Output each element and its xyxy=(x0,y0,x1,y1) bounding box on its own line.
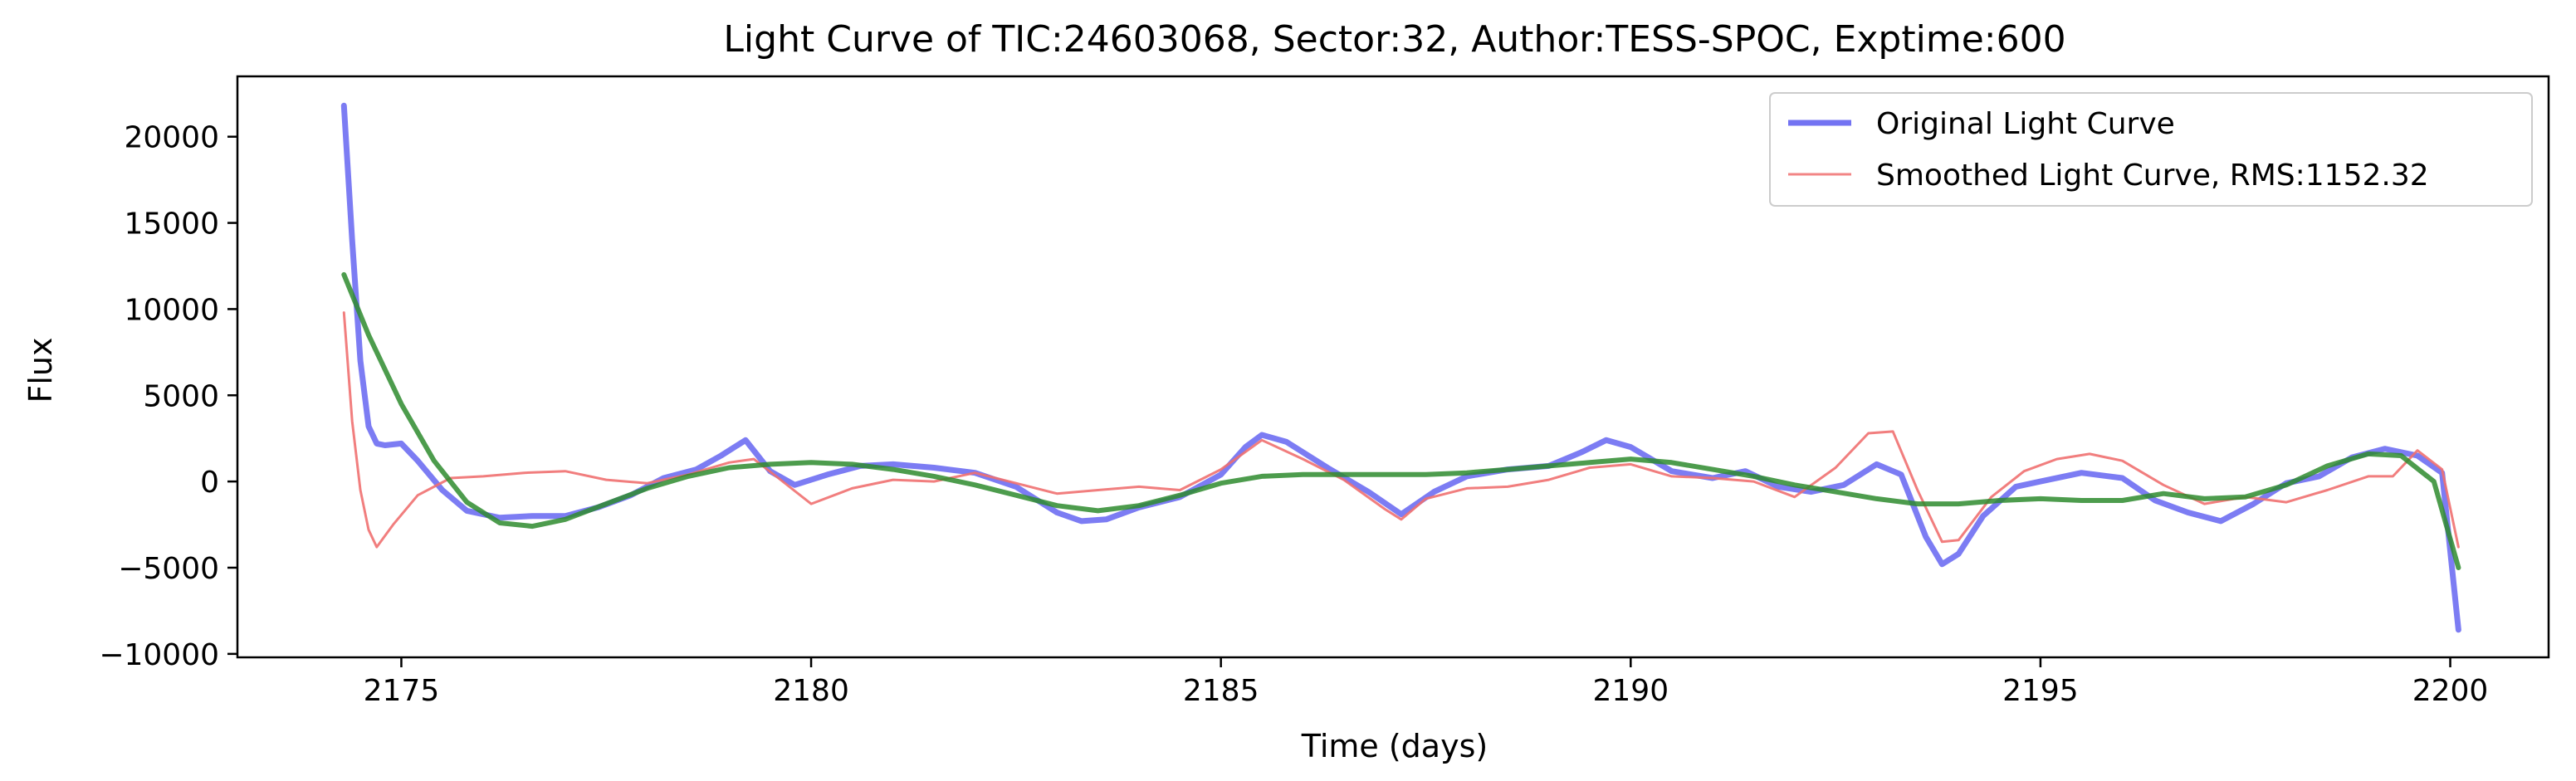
chart-title: Light Curve of TIC:24603068, Sector:32, … xyxy=(723,18,2065,61)
y-tick-label: 10000 xyxy=(124,293,219,327)
legend-label: Original Light Curve xyxy=(1876,107,2175,141)
legend-box xyxy=(1769,92,2533,207)
y-tick-label: 5000 xyxy=(143,379,219,413)
x-tick-label: 2200 xyxy=(2412,674,2489,708)
y-tick-label: 0 xyxy=(200,466,219,500)
series-line-3 xyxy=(341,271,2461,570)
series-line-2 xyxy=(342,311,2460,549)
series-line-1 xyxy=(340,102,2461,633)
y-tick-label: −5000 xyxy=(118,552,219,586)
legend-label: Smoothed Light Curve, RMS:1152.32 xyxy=(1876,159,2429,193)
y-axis: −10000 −5000 0 5000 10000 15000 20000 xyxy=(99,121,237,672)
y-tick-label: 15000 xyxy=(124,207,219,242)
x-tick-label: 2180 xyxy=(773,674,849,708)
y-tick-label: 20000 xyxy=(124,121,219,155)
x-tick-label: 2185 xyxy=(1183,674,1259,708)
y-tick-label: −10000 xyxy=(99,638,219,672)
x-tick-label: 2195 xyxy=(2002,674,2079,708)
x-axis-label: Time (days) xyxy=(1301,728,1488,764)
plot-frame xyxy=(236,75,2550,659)
x-axis: 2175 2180 2185 2190 2195 2200 xyxy=(364,657,2489,708)
legend: Original Light Curve Smoothed Light Curve… xyxy=(1769,92,2533,207)
y-axis-label: Flux xyxy=(22,338,59,403)
series-layer xyxy=(340,102,2461,633)
x-tick-label: 2175 xyxy=(364,674,440,708)
x-tick-label: 2190 xyxy=(1592,674,1669,708)
